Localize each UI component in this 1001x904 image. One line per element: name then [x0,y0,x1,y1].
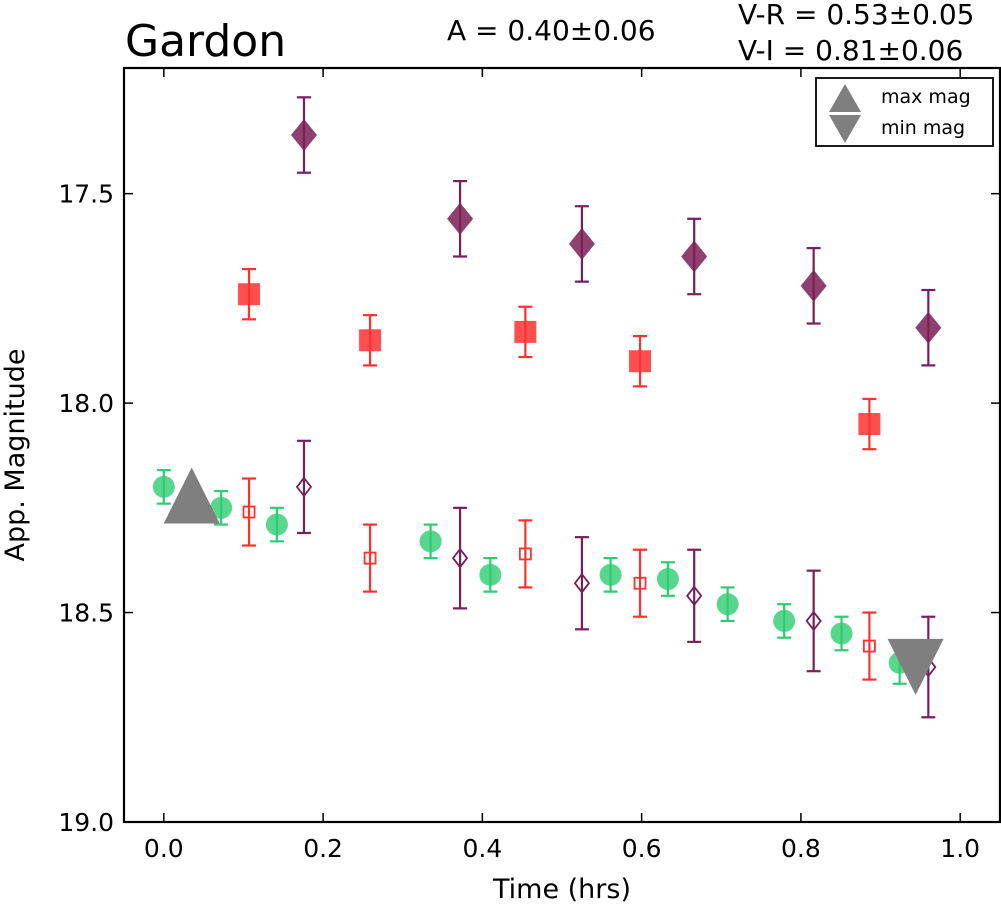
data-point-square [633,576,647,590]
data-point-diamond [805,610,822,632]
data-point-diamond [447,202,474,235]
y-axis-label: App. Magnitude [0,349,31,562]
plot-marks [152,96,944,719]
data-point-square [518,547,532,561]
data-point-diamond [915,311,942,344]
data-point-square [862,639,876,653]
data-point-square [858,413,881,436]
plot-frame [122,66,1001,824]
legend: max mag min mag [815,77,994,147]
x-axis-label: Time (hrs) [492,874,631,904]
data-point-diamond [686,585,703,607]
data-point-circle [479,563,502,586]
x-tick-label: 0.4 [462,834,502,863]
y-tick-label: 18.0 [58,389,114,418]
data-point-diamond [800,269,827,302]
chart-title: Gardon [125,16,286,67]
data-point-diamond [568,227,595,260]
amplitude-annotation: A = 0.40±0.06 [447,14,656,47]
y-tick-label: 17.5 [58,180,114,209]
x-tick-label: 0.0 [144,834,184,863]
data-point-square [238,283,261,306]
x-tick-label: 0.2 [303,834,343,863]
data-point-square [514,320,537,343]
data-point-circle [773,609,796,632]
data-point-circle [599,563,622,586]
data-point-square [363,551,377,565]
data-point-diamond [295,476,313,498]
y-tick-label: 18.5 [58,599,114,628]
x-tick-label: 0.8 [781,834,821,863]
legend-min-mag-label: min mag [881,117,965,139]
data-point-circle [210,496,233,519]
min-mag-marker [887,638,944,695]
legend-max-mag-label: max mag [881,86,971,108]
legend-min-mag-marker [829,115,861,143]
data-point-diamond [681,240,708,273]
data-point-square [359,329,382,352]
data-point-circle [265,513,288,536]
data-point-square [629,350,652,373]
y-tick-label: 19.0 [58,808,114,837]
data-point-square [242,505,256,519]
v-i-annotation: V-I = 0.81±0.06 [738,34,963,67]
v-r-annotation: V-R = 0.53±0.05 [738,0,974,31]
data-point-circle [152,475,175,498]
x-tick-label: 1.0 [940,834,980,863]
data-point-circle [656,568,679,591]
data-point-circle [830,622,853,645]
max-mag-marker [163,467,220,524]
data-point-circle [716,593,739,616]
data-point-diamond [290,119,317,152]
axis-ticks: 0.0 0.2 0.4 0.6 0.8 1.0 17.5 18.0 18.5 19.0 [58,68,1000,863]
data-point-diamond [451,547,469,569]
data-point-circle [419,530,442,553]
x-tick-label: 0.6 [622,834,662,863]
legend-max-mag-marker [829,84,861,112]
data-point-diamond [573,572,591,594]
